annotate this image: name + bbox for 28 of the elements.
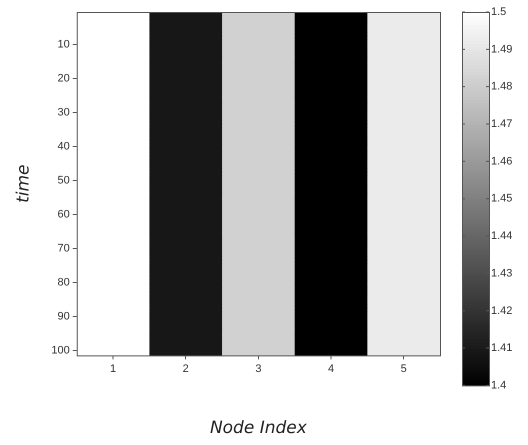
y-tick-label: 30 [58, 106, 70, 118]
color-bar-label: 1.5 [491, 6, 506, 18]
color-bar-label: 1.44 [491, 230, 512, 242]
color-bar-label: 1.41 [491, 342, 512, 354]
y-tick-label: 10 [58, 38, 70, 50]
y-tick-label: 40 [58, 140, 70, 152]
x-tick-label: 1 [110, 363, 116, 376]
color-bar-label: 1.47 [491, 118, 512, 130]
color-bar-label: 1.45 [491, 192, 512, 205]
y-tick-label: 100 [51, 344, 70, 356]
color-bar-label: 1.43 [491, 267, 512, 280]
color-bar-label: 1.48 [491, 80, 512, 93]
color-bar-label: 1.4 [491, 379, 506, 392]
x-tick-label: 3 [255, 363, 262, 376]
y-tick-label: 90 [58, 310, 70, 322]
y-tick-label: 20 [58, 72, 70, 84]
x-tick-label: 4 [328, 363, 334, 376]
y-tick-label: 50 [58, 174, 70, 186]
y-tick-label: 70 [58, 242, 70, 254]
x-tick-label: 5 [400, 363, 407, 376]
y-axis-title: time [14, 164, 34, 203]
x-axis-title: Node Index [210, 418, 308, 438]
color-bar-label: 1.49 [491, 43, 512, 56]
y-tick-label: 80 [58, 276, 70, 288]
color-bar-label: 1.42 [491, 304, 512, 317]
x-tick-label: 2 [182, 363, 189, 376]
color-bar-label: 1.46 [491, 155, 512, 168]
y-tick-label: 60 [58, 208, 70, 220]
